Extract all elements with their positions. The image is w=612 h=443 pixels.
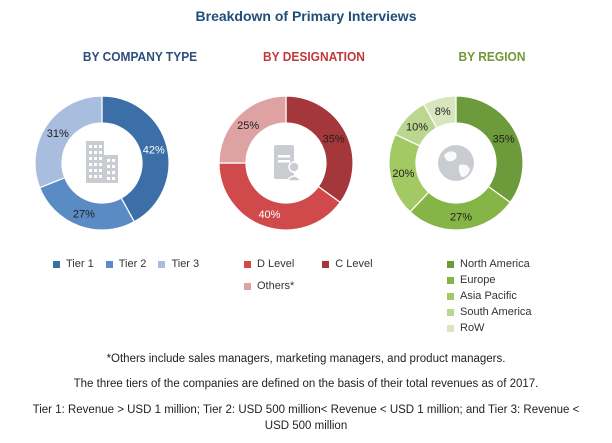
legend-label: Tier 2 — [118, 258, 147, 270]
slice-label-south-america: 10% — [406, 121, 428, 133]
slice-north-america — [455, 95, 524, 204]
legend-item-asia-pacific: Asia Pacific — [447, 288, 532, 304]
slice-tier-1 — [101, 95, 170, 223]
slice-row — [422, 95, 457, 129]
note-tiers: The three tiers of the companies are def… — [73, 378, 539, 390]
legend-label: North America — [460, 258, 530, 270]
slice-label-row: 8% — [435, 106, 451, 118]
document-person-icon — [274, 145, 303, 182]
legend-swatch — [322, 260, 330, 268]
slice-c-level — [285, 95, 354, 204]
legend-item-tier-3: Tier 3 — [158, 256, 199, 272]
donut-chart-designation: 35% 40% 25% — [218, 95, 354, 231]
legend-label: Tier 1 — [66, 258, 94, 270]
slice-label-tier-1: 42% — [143, 145, 165, 157]
legend-label: Europe — [460, 274, 496, 286]
legend-region: North America Europe Asia Pacific South Ame… — [447, 256, 532, 336]
legend-swatch — [105, 260, 113, 268]
note-tier-definitions-cont: USD 500 million — [264, 420, 348, 432]
chart-title-company-type: BY COMPANY TYPE — [82, 49, 198, 64]
legend-swatch — [244, 282, 251, 290]
donut-chart-company-type: 42% 27% 31% — [34, 95, 170, 231]
legend-item-south-america: South America — [447, 304, 532, 320]
legend-item-north-america: North America — [447, 256, 532, 272]
legend-swatch — [447, 292, 454, 300]
slice-label-others: 25% — [237, 120, 259, 132]
legend-swatch — [447, 324, 454, 332]
slice-tier-3 — [34, 95, 103, 189]
legend-label: D Level — [257, 258, 295, 270]
slice-others — [218, 95, 287, 164]
legend-label: South America — [460, 306, 532, 318]
legend-swatch — [447, 308, 454, 316]
legend-swatch — [447, 260, 454, 268]
legend-swatch — [158, 260, 166, 268]
legend-label: Tier 3 — [171, 258, 200, 270]
legend-designation: D Level C Level Others* — [244, 256, 373, 294]
slice-label-d-level: 40% — [258, 209, 280, 221]
chart-title-designation: BY DESIGNATION — [263, 49, 365, 64]
legend-item-others: Others* — [244, 278, 373, 294]
legend-label: Others* — [257, 280, 295, 292]
note-tier-definitions: Tier 1: Revenue > USD 1 million; Tier 2:… — [32, 404, 580, 416]
globe-icon — [438, 145, 474, 181]
legend-swatch — [53, 260, 60, 268]
chart-title-region: BY REGION — [458, 49, 526, 64]
legend-label: C Level — [335, 258, 373, 270]
donut-chart-region: 35% 27% 20% 10% 8% — [388, 95, 524, 231]
legend-label: Asia Pacific — [460, 290, 517, 302]
note-others: *Others include sales managers, marketin… — [106, 353, 506, 365]
slice-label-c-level: 35% — [323, 134, 345, 146]
legend-swatch — [447, 276, 454, 284]
slice-label-europe: 27% — [450, 211, 472, 223]
legend-item-europe: Europe — [447, 272, 532, 288]
legend-item-c-level: C Level — [322, 256, 373, 272]
legend-label: RoW — [460, 322, 485, 334]
slice-label-north-america: 35% — [493, 134, 515, 146]
slice-label-tier-2: 27% — [73, 208, 95, 220]
legend-item-row: RoW — [447, 320, 532, 336]
legend-swatch — [244, 260, 251, 268]
slice-tier-2 — [38, 176, 136, 231]
legend-item-d-level: D Level — [244, 256, 294, 272]
legend-company-type: Tier 1 Tier 2 Tier 3 — [53, 256, 199, 272]
slice-d-level — [218, 162, 342, 231]
slice-label-asia-pacific: 20% — [392, 168, 414, 180]
legend-item-tier-2: Tier 2 — [105, 256, 147, 272]
main-title: Breakdown of Primary Interviews — [195, 8, 417, 24]
slice-label-tier-3: 31% — [47, 128, 69, 140]
legend-item-tier-1: Tier 1 — [53, 256, 94, 272]
building-icon — [86, 141, 118, 183]
